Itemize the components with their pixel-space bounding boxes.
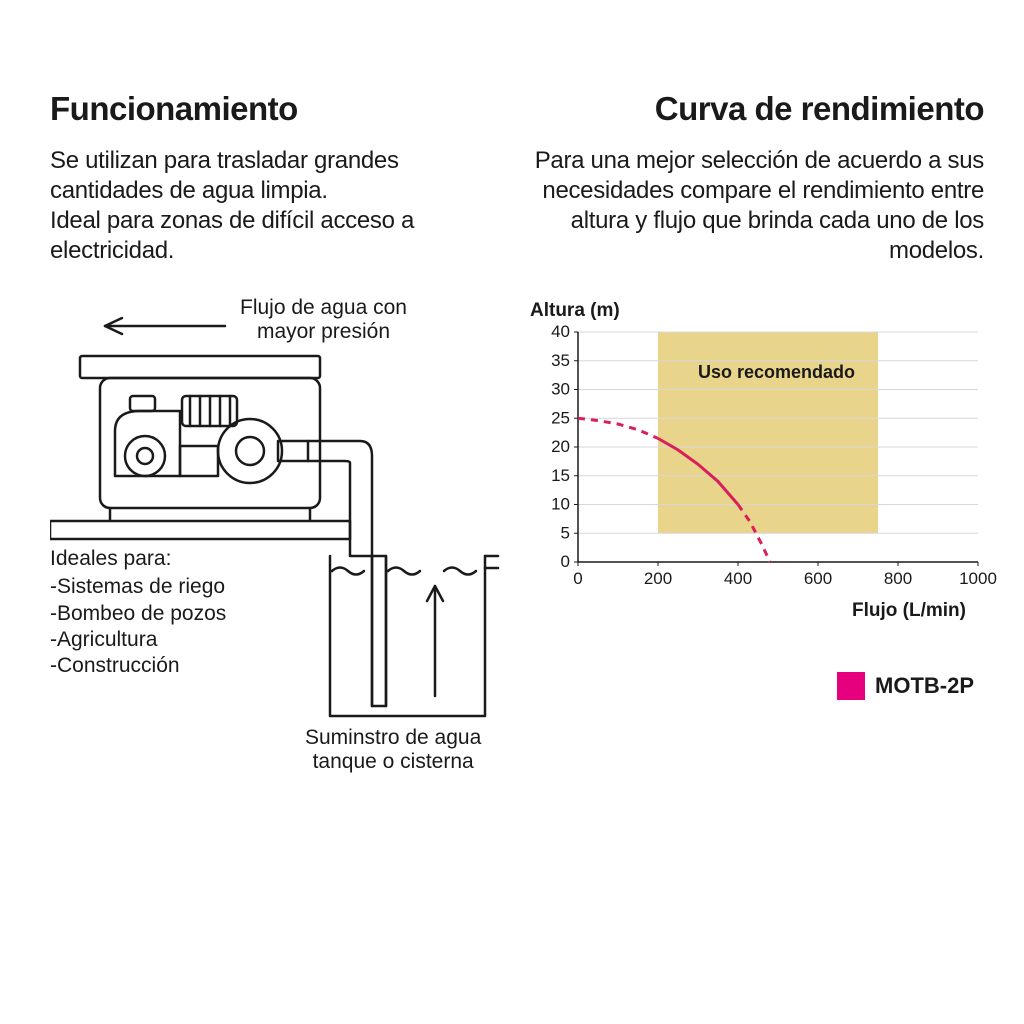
svg-text:25: 25	[551, 408, 570, 427]
legend: MOTB-2P	[837, 672, 974, 700]
svg-text:600: 600	[804, 569, 832, 588]
list-item: -Bombeo de pozos	[50, 601, 226, 627]
chart-svg: Uso recomendado0510152025303540020040060…	[530, 322, 1000, 632]
svg-text:15: 15	[551, 466, 570, 485]
left-title: Funcionamiento	[50, 90, 500, 128]
pump-diagram: Flujo de agua con mayor presión	[50, 296, 500, 776]
svg-text:1000: 1000	[959, 569, 997, 588]
flow-label: Flujo de agua con mayor presión	[240, 296, 407, 344]
svg-text:Uso recomendado: Uso recomendado	[698, 362, 855, 382]
right-title: Curva de rendimiento	[530, 90, 984, 128]
svg-text:40: 40	[551, 322, 570, 341]
list-item: -Sistemas de riego	[50, 574, 226, 600]
list-title: Ideales para:	[50, 546, 226, 572]
svg-text:200: 200	[644, 569, 672, 588]
pump-svg	[50, 296, 500, 776]
svg-text:800: 800	[884, 569, 912, 588]
performance-chart: Altura (m) Uso recomendado 0 5 10 15 20 25 30 35…	[530, 300, 984, 660]
svg-text:20: 20	[551, 437, 570, 456]
supply-label: Suminstro de agua tanque o cisterna	[305, 726, 481, 774]
list-item: -Agricultura	[50, 627, 226, 653]
svg-text:30: 30	[551, 380, 570, 399]
svg-text:400: 400	[724, 569, 752, 588]
svg-text:0: 0	[561, 552, 570, 571]
left-desc-l1: Se utilizan para trasladar grandes canti…	[50, 147, 399, 204]
legend-label: MOTB-2P	[875, 673, 974, 699]
svg-text:10: 10	[551, 495, 570, 514]
list-item: -Construcción	[50, 653, 226, 679]
left-desc-l2: Ideal para zonas de difícil acceso a ele…	[50, 207, 414, 264]
svg-text:5: 5	[561, 523, 570, 542]
svg-text:35: 35	[551, 351, 570, 370]
ideal-list: Ideales para: -Sistemas de riego -Bombeo…	[50, 546, 226, 679]
legend-swatch	[837, 672, 865, 700]
left-desc: Se utilizan para trasladar grandes canti…	[50, 146, 500, 266]
svg-text:0: 0	[573, 569, 582, 588]
y-axis-label: Altura (m)	[530, 300, 620, 322]
right-desc: Para una mejor selección de acuerdo a su…	[530, 146, 984, 266]
x-axis-label: Flujo (L/min)	[852, 600, 966, 622]
